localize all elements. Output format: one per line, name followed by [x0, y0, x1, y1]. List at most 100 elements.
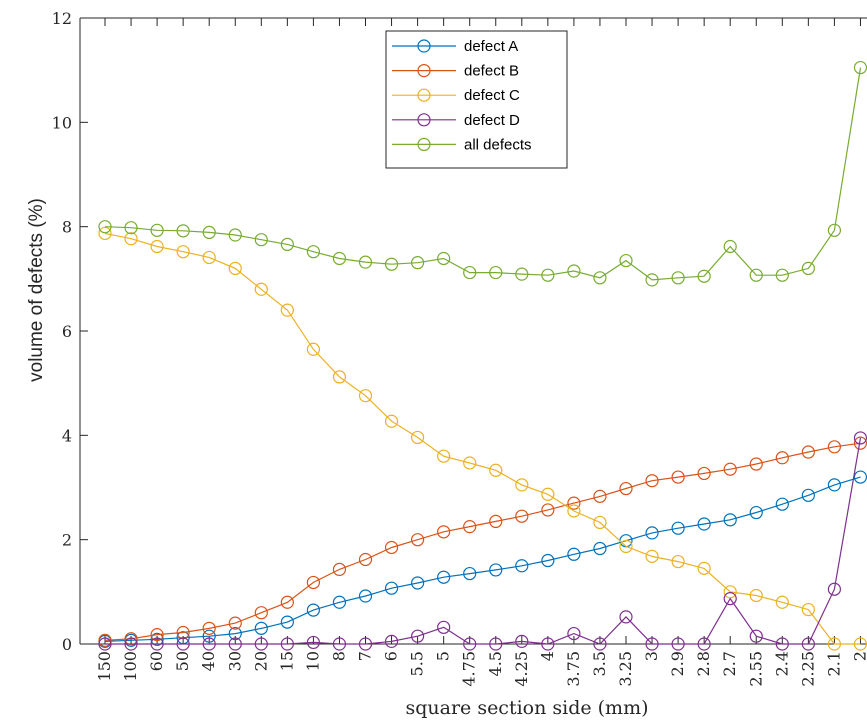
x-tick-label: 15 [277, 651, 296, 671]
data-point [697, 269, 711, 283]
x-tick-label: 7 [356, 651, 375, 661]
data-point [775, 637, 789, 651]
data-point [489, 463, 503, 477]
data-point [541, 503, 555, 517]
legend-label: defect B [464, 63, 519, 80]
data-point [254, 233, 268, 247]
x-tick-label: 2 [850, 651, 867, 661]
x-tick-label: 2.55 [746, 651, 765, 687]
x-tick-label: 3.5 [590, 651, 609, 676]
series-defect-C [98, 226, 867, 651]
data-point [306, 575, 320, 590]
series-defect-B [98, 436, 867, 647]
data-point [228, 228, 242, 242]
data-point [515, 478, 529, 492]
data-point [463, 637, 477, 651]
data-point [775, 268, 789, 282]
data-point [567, 496, 581, 510]
legend-label: defect C [464, 87, 520, 104]
data-point [671, 554, 685, 569]
data-point [749, 588, 763, 603]
legend-marker [417, 113, 431, 127]
legend-marker [417, 63, 431, 78]
x-tick-label: 60 [147, 651, 166, 671]
data-point [723, 462, 737, 476]
data-point [463, 265, 477, 280]
data-point [645, 637, 659, 651]
data-point [358, 552, 373, 567]
y-tick-label: 12 [52, 9, 72, 28]
data-point [619, 610, 633, 624]
data-point [723, 592, 737, 606]
data-point [202, 637, 216, 651]
data-point [254, 282, 268, 296]
data-point [228, 616, 242, 630]
data-point [645, 526, 659, 540]
data-point [332, 370, 347, 384]
data-point [358, 255, 373, 269]
x-axis-title: square section side (mm) [405, 697, 648, 719]
data-point [98, 226, 112, 241]
data-point [801, 602, 815, 617]
data-point [749, 457, 763, 471]
data-point [463, 566, 477, 581]
data-point [306, 635, 320, 650]
x-tick-label: 50 [173, 651, 192, 671]
data-point [827, 440, 842, 454]
series-defect-D [98, 431, 867, 651]
data-point [254, 637, 268, 651]
data-point [358, 389, 373, 403]
legend-box [385, 30, 568, 169]
data-point [280, 615, 294, 629]
data-point [671, 271, 685, 285]
data-point [593, 271, 607, 285]
data-point [98, 633, 112, 647]
data-point [723, 513, 737, 527]
data-point [801, 637, 815, 651]
data-point [489, 637, 503, 651]
data-point [541, 487, 555, 501]
data-point [437, 251, 451, 266]
data-point [489, 265, 503, 280]
data-point [827, 637, 842, 651]
data-point [697, 517, 711, 531]
data-point [228, 261, 242, 275]
data-point [384, 414, 399, 428]
data-point [775, 497, 789, 511]
legend-marker [417, 137, 431, 151]
legend-label: defect A [464, 38, 518, 55]
data-point [228, 626, 242, 641]
data-point [567, 504, 581, 518]
y-tick-label: 4 [62, 426, 72, 445]
data-point [541, 553, 555, 568]
y-tick-label: 10 [52, 113, 72, 132]
data-point [541, 637, 555, 651]
data-point [853, 431, 867, 445]
y-tick-label: 8 [62, 218, 72, 237]
data-point [697, 561, 711, 575]
y-tick-label: 0 [62, 635, 72, 654]
data-point [645, 549, 659, 563]
data-point [645, 273, 659, 287]
data-point [124, 232, 138, 246]
data-point [593, 489, 607, 503]
data-point [150, 628, 164, 642]
series-line [104, 442, 861, 641]
data-point [306, 603, 320, 617]
data-point [411, 256, 425, 270]
data-point [749, 629, 763, 643]
data-point [827, 582, 842, 596]
x-tick-label: 6 [382, 651, 401, 661]
data-point [124, 637, 138, 651]
data-point [437, 525, 451, 539]
y-tick-label: 2 [62, 531, 72, 550]
data-point [280, 237, 294, 252]
data-point [358, 637, 373, 651]
data-point [150, 637, 164, 651]
x-tick-label: 40 [199, 651, 218, 671]
data-point [801, 445, 815, 459]
x-tick-label: 2.25 [798, 651, 817, 687]
data-point [463, 456, 477, 470]
data-point [384, 540, 399, 555]
